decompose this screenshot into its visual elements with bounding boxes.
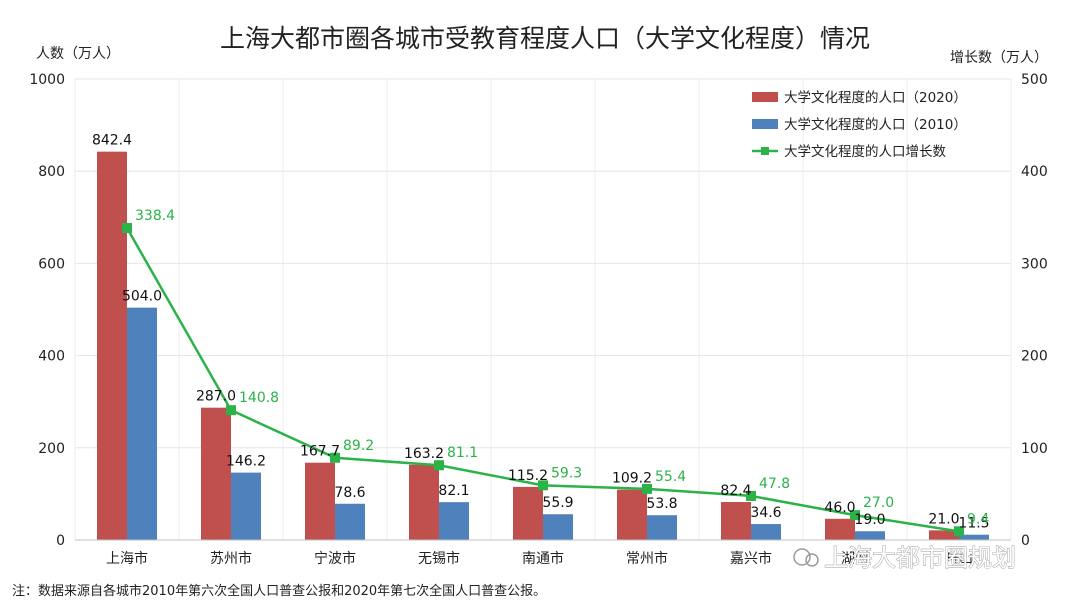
category-labels: 上海市 苏州市 宁波市 无锡市 南通市 常州市 嘉兴市 湖州 舟山 <box>106 550 973 567</box>
bar-2020 <box>409 464 439 540</box>
bar-group <box>97 151 989 540</box>
bar-2020 <box>97 151 127 540</box>
left-tick-label: 1000 <box>29 72 65 88</box>
growth-marker <box>642 483 652 494</box>
bar-2010 <box>959 534 989 540</box>
left-axis-title: 人数（万人） <box>36 46 120 62</box>
data-label-growth: 27.0 <box>863 495 894 511</box>
right-tick-label: 0 <box>1021 533 1030 549</box>
growth-marker <box>850 510 860 521</box>
bar-2010 <box>751 524 781 540</box>
bar-2020 <box>201 407 231 540</box>
left-tick-label: 200 <box>38 441 65 457</box>
data-label-growth: 47.8 <box>759 476 790 492</box>
data-label-2010: 78.6 <box>334 485 365 501</box>
left-tick-label: 0 <box>56 533 65 549</box>
left-tick-label: 600 <box>38 256 65 272</box>
category-label: 嘉兴市 <box>730 550 772 567</box>
data-label-growth: 89.2 <box>343 438 374 454</box>
bar-2010 <box>439 502 469 540</box>
bar-2010 <box>335 503 365 540</box>
data-label-2020: 109.2 <box>612 471 652 487</box>
data-label-2020: 287.0 <box>196 389 236 405</box>
right-axis-title: 增长数（万人） <box>950 50 1048 66</box>
data-label-2010: 19.0 <box>854 512 885 528</box>
data-label-2020: 115.2 <box>508 468 548 484</box>
growth-marker <box>226 405 236 416</box>
bar-2020 <box>721 502 751 540</box>
growth-marker <box>746 490 756 501</box>
right-tick-label: 200 <box>1021 349 1048 365</box>
watermark-text: 上海大都市圈规划 <box>824 544 1016 572</box>
bar-2020 <box>929 530 959 540</box>
bar-2020 <box>513 486 543 540</box>
data-label-growth: 9.4 <box>967 511 989 527</box>
legend-label-2020: 大学文化程度的人口（2020） <box>784 90 967 106</box>
growth-marker <box>122 222 132 233</box>
category-label: 苏州市 <box>210 550 252 567</box>
bar-2010 <box>127 307 157 540</box>
data-labels: 842.4 504.0 287.0 146.2 167.7 78.6 163.2 82.1 11… <box>92 133 990 532</box>
data-label-2010: 55.9 <box>542 495 573 511</box>
data-label-growth: 338.4 <box>135 208 175 224</box>
data-label-2010: 146.2 <box>226 454 266 470</box>
legend-swatch-2010 <box>752 119 778 129</box>
right-tick-label: 100 <box>1021 441 1048 457</box>
right-tick-label: 400 <box>1021 164 1048 180</box>
category-label: 舟山 <box>945 551 973 567</box>
bar-2020 <box>305 462 335 540</box>
data-label-2020: 21.0 <box>928 511 959 527</box>
growth-marker <box>538 480 548 491</box>
bar-2010 <box>647 515 677 540</box>
legend-label-growth: 大学文化程度的人口增长数 <box>784 144 946 160</box>
left-tick-label: 800 <box>38 164 65 180</box>
gridlines <box>74 78 1012 540</box>
data-label-growth: 81.1 <box>447 445 478 461</box>
bar-2010 <box>231 472 261 540</box>
watermark: 上海大都市圈规划 <box>793 544 1016 572</box>
wechat-icon <box>793 548 811 566</box>
data-label-2010: 34.6 <box>750 505 781 521</box>
growth-marker <box>954 526 964 537</box>
data-label-2010: 504.0 <box>122 289 162 305</box>
data-label-growth: 140.8 <box>239 390 279 406</box>
legend-label-2010: 大学文化程度的人口（2010） <box>784 117 967 133</box>
bar-2020 <box>617 489 647 540</box>
growth-marker <box>330 452 340 463</box>
data-label-2010: 11.5 <box>958 516 989 532</box>
left-tick-label: 400 <box>38 349 65 365</box>
category-label: 宁波市 <box>314 550 356 567</box>
data-label-2020: 46.0 <box>824 500 855 516</box>
wechat-icon-bubble <box>805 553 819 567</box>
legend-marker-growth <box>761 147 769 155</box>
legend-swatch-2020 <box>752 92 778 102</box>
bar-2010 <box>855 531 885 540</box>
category-label: 无锡市 <box>418 550 460 567</box>
data-label-2010: 53.8 <box>646 496 677 512</box>
category-label: 常州市 <box>626 550 668 567</box>
data-label-growth: 59.3 <box>551 465 582 481</box>
chart-title: 上海大都市圈各城市受教育程度人口（大学文化程度）情况 <box>220 24 870 53</box>
category-label: 湖州 <box>841 551 869 567</box>
data-label-2010: 82.1 <box>438 483 469 499</box>
bar-2020 <box>825 518 855 540</box>
bar-2010 <box>543 514 573 540</box>
legend: 大学文化程度的人口（2020） 大学文化程度的人口（2010） 大学文化程度的人… <box>752 90 967 160</box>
tick-labels: 0 200 400 600 800 1000 0 100 200 300 400 500 <box>29 72 1047 549</box>
data-label-2020: 167.7 <box>300 444 340 460</box>
data-label-2020: 82.4 <box>720 483 751 499</box>
footnote: 注：数据来源自各城市2010年第六次全国人口普查公报和2020年第七次全国人口普… <box>12 583 546 599</box>
data-label-growth: 55.4 <box>655 469 686 485</box>
data-label-2020: 163.2 <box>404 446 444 462</box>
growth-marker <box>434 460 444 471</box>
right-tick-label: 500 <box>1021 72 1048 88</box>
category-label: 南通市 <box>522 550 564 567</box>
line-series <box>122 222 964 537</box>
right-tick-label: 300 <box>1021 256 1048 272</box>
category-label: 上海市 <box>106 550 148 567</box>
data-label-2020: 842.4 <box>92 133 132 149</box>
